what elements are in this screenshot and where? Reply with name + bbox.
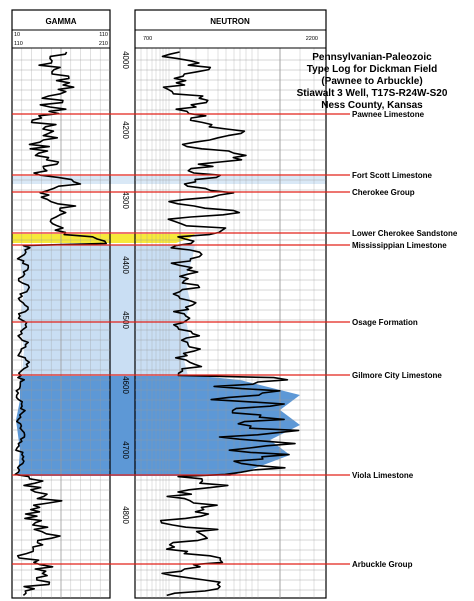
title-line: (Pawnee to Arbuckle) bbox=[321, 76, 422, 87]
log-curves bbox=[14, 51, 300, 597]
log-grid bbox=[12, 48, 326, 598]
formation-label: Pawnee Limestone bbox=[352, 110, 425, 119]
depth-label: 4500 bbox=[121, 311, 130, 329]
formation-label: Mississippian Limestone bbox=[352, 241, 447, 250]
depth-labels: 4000 4200 4300 4400 4500 4600 4700 4800 bbox=[121, 51, 130, 524]
gamma-scale-bottom-max: 210 bbox=[99, 41, 108, 47]
gamma-header-label: GAMMA bbox=[45, 17, 76, 26]
neutron-curve bbox=[159, 51, 300, 597]
track-headers: GAMMA NEUTRON 10 110 110 210 700 2200 bbox=[12, 17, 326, 49]
formation-label: Viola Limestone bbox=[352, 471, 414, 480]
gilmore-city-limestone-fill bbox=[16, 376, 300, 476]
title-line: Pennsylvanian-Paleozoic bbox=[312, 52, 432, 63]
gamma-scale-top-max: 110 bbox=[99, 32, 108, 38]
title-line: Type Log for Dickman Field bbox=[307, 64, 437, 75]
neutron-track bbox=[134, 9, 327, 599]
depth-label: 4800 bbox=[121, 506, 130, 524]
depth-label: 4600 bbox=[121, 376, 130, 394]
lower-cherokee-sandstone-fill bbox=[12, 234, 195, 243]
neutron-header-label: NEUTRON bbox=[210, 17, 250, 26]
neutron-scale-max: 2200 bbox=[306, 36, 318, 42]
neutron-scale-min: 700 bbox=[143, 36, 152, 42]
formation-label: Osage Formation bbox=[352, 318, 418, 327]
formation-label: Cherokee Group bbox=[352, 188, 415, 197]
gamma-scale-bottom-min: 110 bbox=[14, 41, 23, 47]
gamma-ray-curve bbox=[14, 51, 107, 597]
depth-label: 4300 bbox=[121, 191, 130, 209]
formation-label: Arbuckle Group bbox=[352, 560, 413, 569]
formation-label: Fort Scott Limestone bbox=[352, 171, 433, 180]
formation-label: Gilmore City Limestone bbox=[352, 371, 442, 380]
depth-label: 4200 bbox=[121, 121, 130, 139]
title-line: Stiawalt 3 Well, T17S-R24W-S20 bbox=[297, 88, 448, 99]
title-line: Ness County, Kansas bbox=[321, 100, 423, 111]
gamma-scale-top-min: 10 bbox=[14, 32, 20, 38]
depth-label: 4700 bbox=[121, 441, 130, 459]
depth-label: 4000 bbox=[121, 51, 130, 69]
formation-label: Lower Cherokee Sandstone bbox=[352, 229, 458, 238]
depth-label: 4400 bbox=[121, 256, 130, 274]
formation-tops: Pawnee Limestone Fort Scott Limestone Cher… bbox=[12, 110, 458, 569]
osage-formation-fill bbox=[20, 245, 195, 376]
